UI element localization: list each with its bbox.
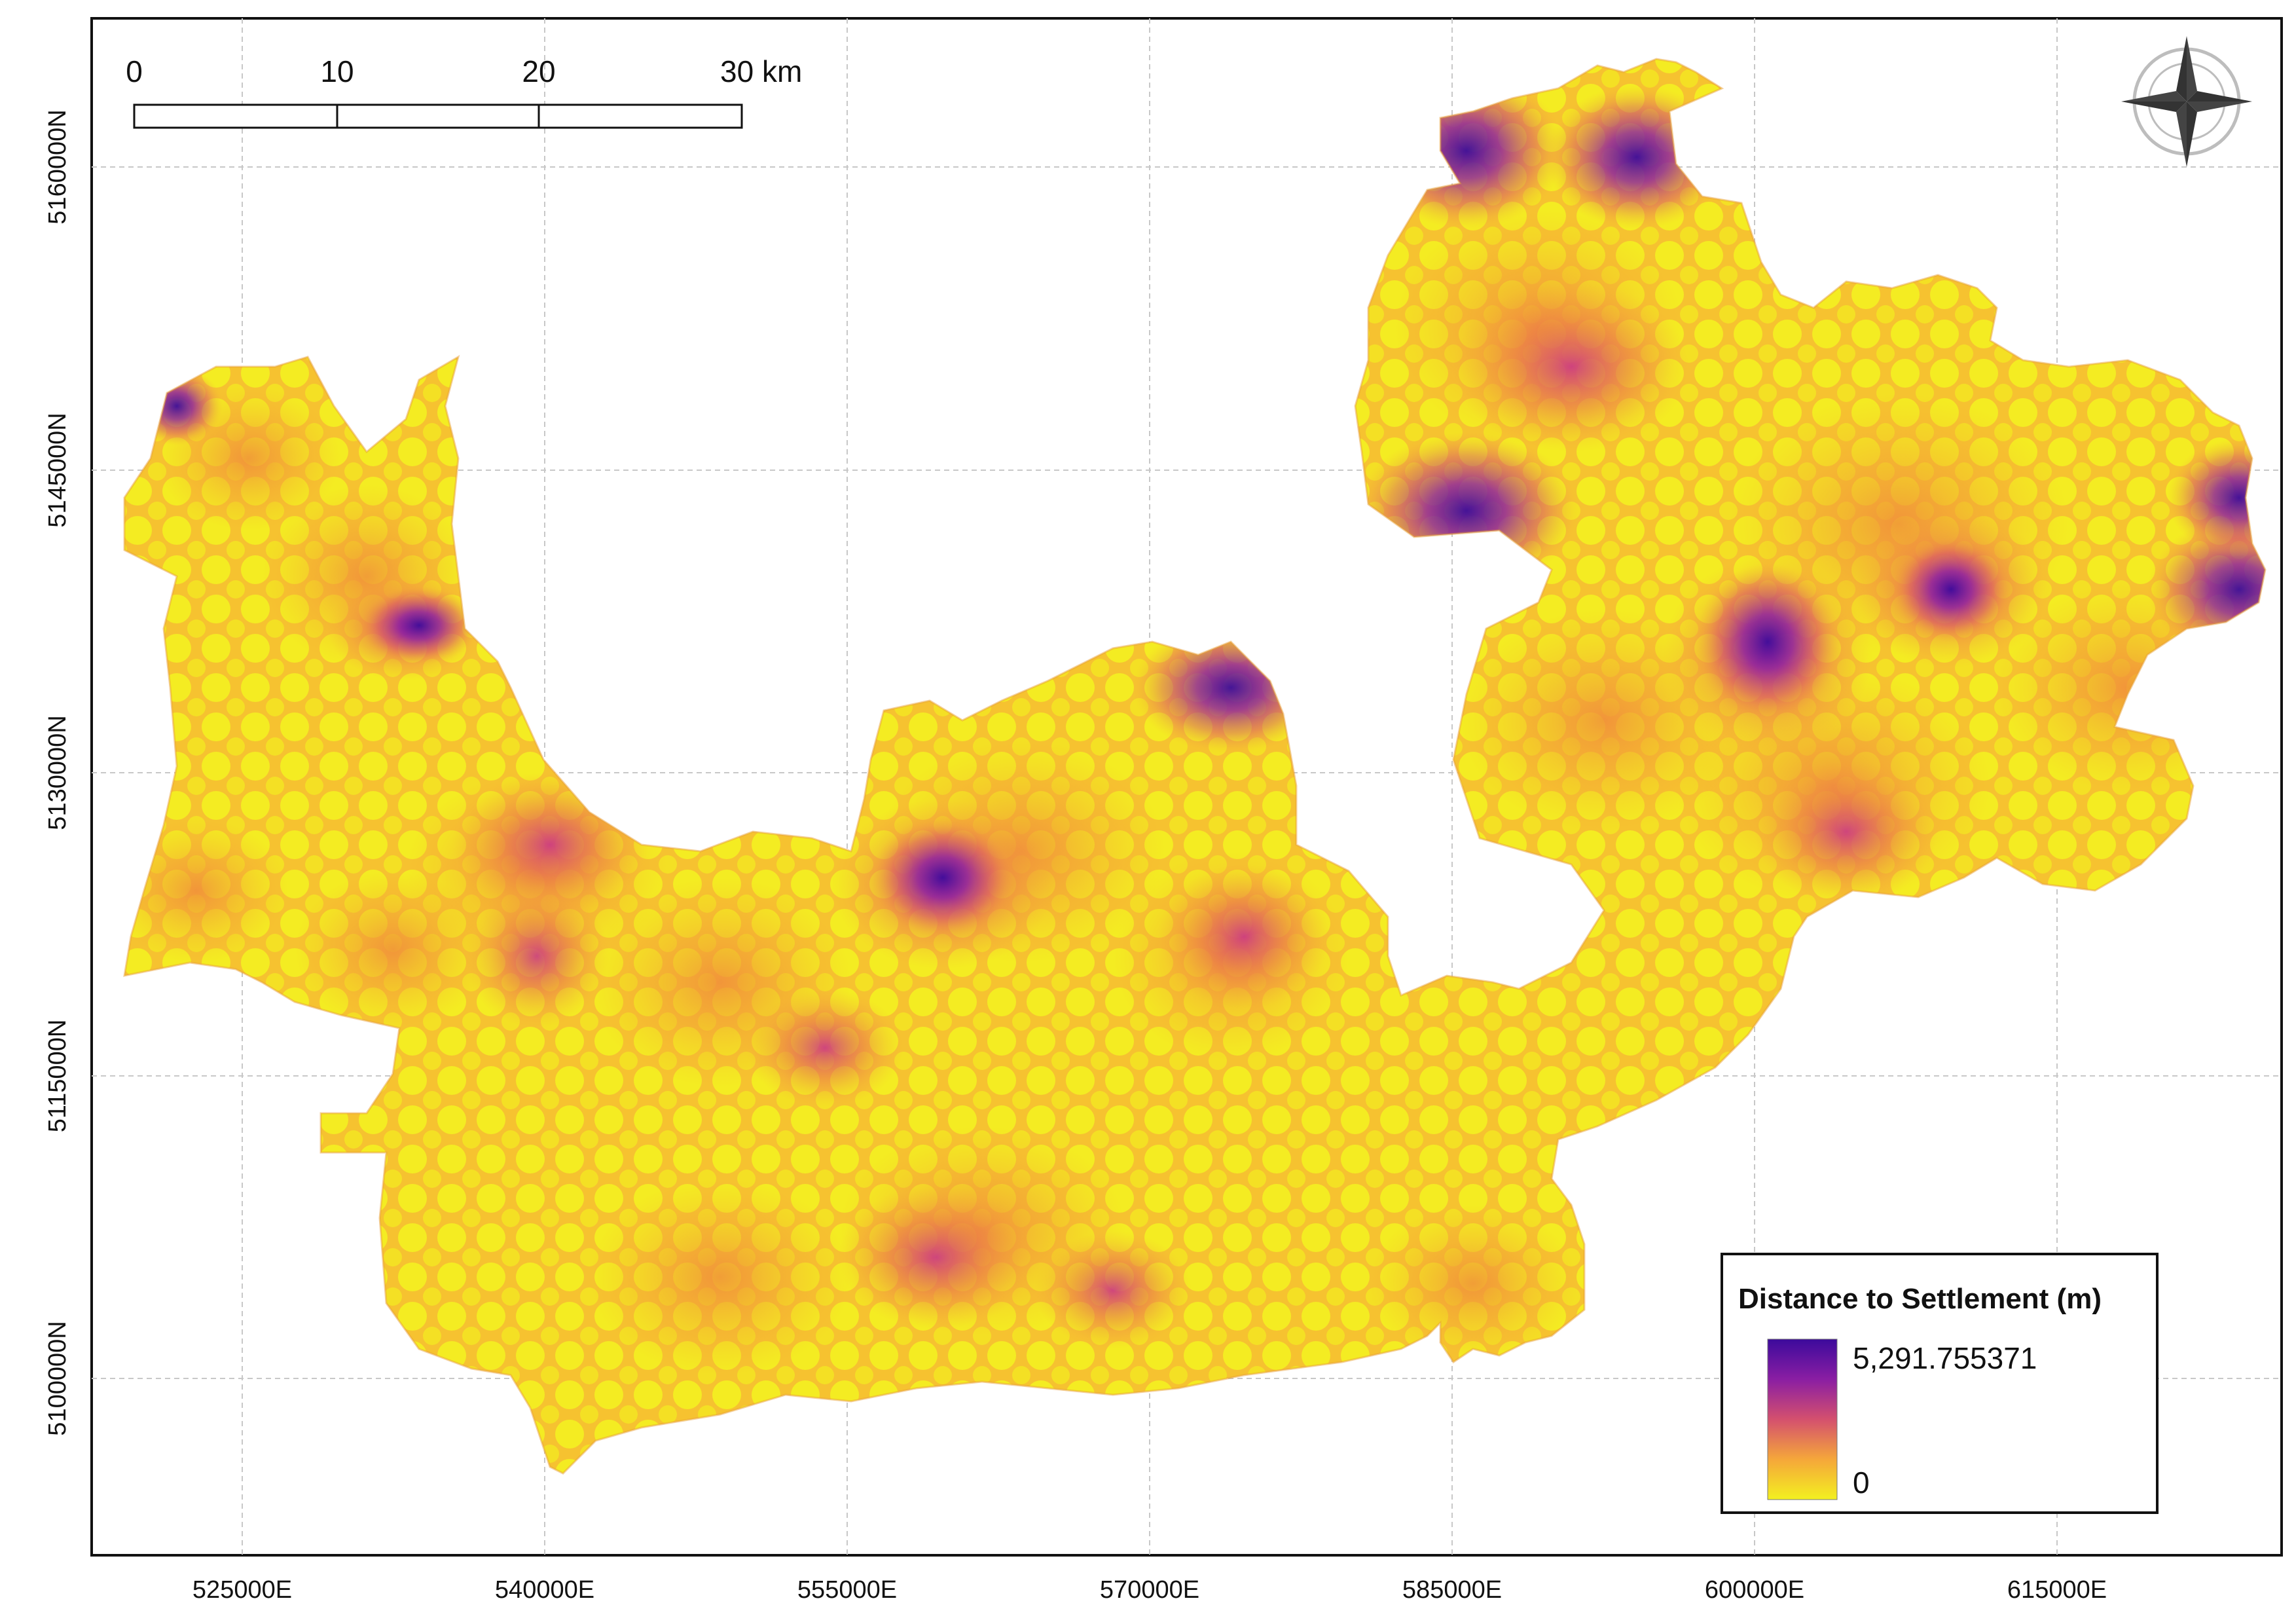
x-tick-label: 570000E [1100,1576,1199,1604]
scale-bar-segment-3 [538,103,743,129]
y-tick-label: 5160000N [44,109,71,224]
x-axis-labels: 525000E 540000E 555000E 570000E 585000E … [192,1576,2107,1604]
scale-bar-label: 20 [522,54,555,88]
x-tick-label: 540000E [495,1576,594,1604]
y-tick-label: 5115000N [44,1020,71,1133]
scale-bar-label: 30 km [720,54,802,88]
scale-bar-label: 10 [320,54,354,88]
x-tick-label: 555000E [797,1576,897,1604]
legend-min-label: 0 [1853,1466,1870,1500]
y-tick-label: 5145000N [44,413,71,527]
scale-bar-label: 0 [126,54,143,88]
x-tick-label: 585000E [1402,1576,1502,1604]
x-tick-label: 600000E [1705,1576,1804,1604]
scale-bar: 0 10 20 30 km [126,54,802,129]
y-tick-label: 5130000N [44,715,71,830]
legend-title: Distance to Settlement (m) [1738,1283,2102,1315]
y-tick-label: 5100000N [44,1321,71,1435]
legend-color-ramp [1767,1338,1838,1500]
legend-max-label: 5,291.755371 [1853,1341,2037,1375]
compass-rose-icon [2121,36,2252,167]
x-tick-label: 525000E [192,1576,292,1604]
y-axis-labels: 5160000N 5145000N 5130000N 5115000N 5100… [44,109,71,1435]
x-tick-label: 615000E [2007,1576,2107,1604]
legend: Distance to Settlement (m) 5,291.755371 … [1721,1253,2159,1514]
scale-bar-segment-2 [336,103,540,129]
